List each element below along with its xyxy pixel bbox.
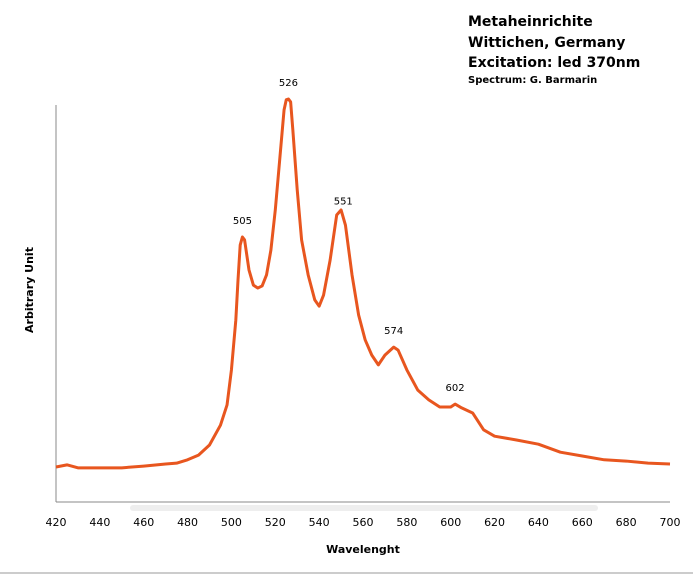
title-line: Excitation: led 370nm bbox=[468, 55, 640, 71]
peak-label: 526 bbox=[279, 78, 298, 89]
scrollbar bbox=[130, 505, 598, 511]
spectrum-line bbox=[55, 97, 671, 470]
peak-label: 602 bbox=[446, 383, 465, 394]
subtitle: Spectrum: G. Barmarin bbox=[468, 75, 597, 86]
x-tick-label: 460 bbox=[133, 516, 154, 529]
x-tick-label: 440 bbox=[89, 516, 110, 529]
x-axis-label: Wavelenght bbox=[326, 543, 400, 556]
y-axis-label: Arbitrary Unit bbox=[23, 247, 36, 333]
x-tick-label: 560 bbox=[353, 516, 374, 529]
x-tick-label: 600 bbox=[440, 516, 461, 529]
title-line: Metaheinrichite bbox=[468, 14, 593, 30]
x-tick-label: 680 bbox=[616, 516, 637, 529]
x-tick-label: 620 bbox=[484, 516, 505, 529]
x-tick-label: 640 bbox=[528, 516, 549, 529]
title-line: Wittichen, Germany bbox=[468, 35, 625, 51]
peak-label: 551 bbox=[334, 197, 353, 208]
x-tick-label: 500 bbox=[221, 516, 242, 529]
peak-label: 574 bbox=[384, 326, 403, 337]
x-tick-label: 520 bbox=[265, 516, 286, 529]
x-tick-label: 420 bbox=[46, 516, 67, 529]
peak-label: 505 bbox=[233, 216, 252, 227]
x-tick-label: 540 bbox=[309, 516, 330, 529]
x-tick-label: 660 bbox=[572, 516, 593, 529]
x-tick-label: 480 bbox=[177, 516, 198, 529]
x-tick-label: 700 bbox=[660, 516, 681, 529]
x-tick-label: 580 bbox=[396, 516, 417, 529]
